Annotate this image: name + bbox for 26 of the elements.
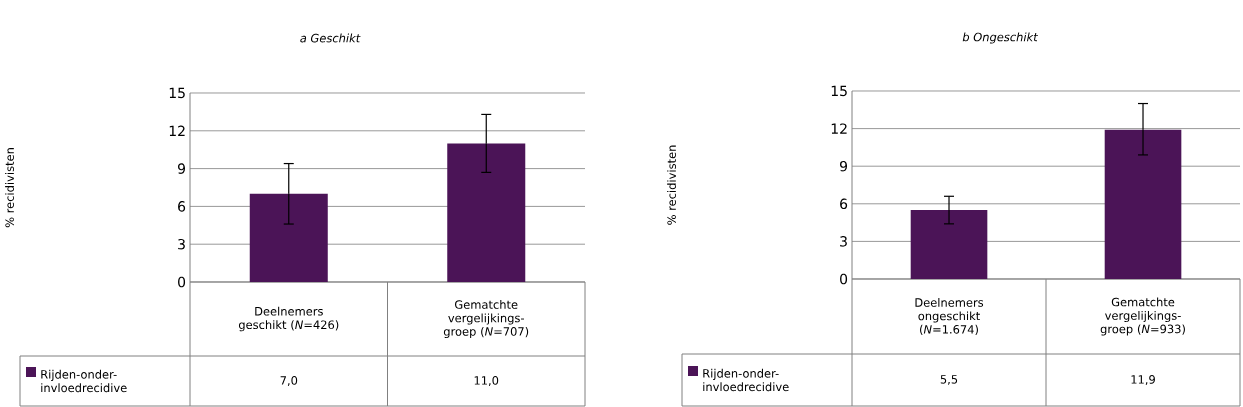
y-tick-label: 15 — [169, 87, 185, 99]
legend-label: Rijden-onder-invloedrecidive — [41, 369, 127, 393]
y-tick-label: 3 — [178, 238, 185, 250]
y-axis-title: % recidivisten — [667, 145, 676, 225]
data-label: 7,0 — [280, 376, 298, 386]
x-tick-label: Gematchte vergelijkings-groep (N=707) — [443, 300, 529, 338]
y-tick-label: 12 — [831, 123, 847, 134]
chart-title: b Ongeschikt — [962, 32, 1039, 44]
y-tick-label: 6 — [840, 198, 848, 210]
x-tick-label: Gematchte vergelijkings-groep (N=933) — [1100, 297, 1185, 336]
x-tick-label: Deelnemers ongeschikt (N=1.674) — [915, 297, 984, 336]
y-tick-label: 12 — [169, 125, 185, 136]
y-tick-label: 0 — [840, 273, 848, 285]
y-tick-label: 15 — [831, 85, 847, 97]
x-tick-label: Deelnemers geschikt (N=426) — [238, 306, 339, 332]
legend-label: Rijden-onder-invloedrecidive — [703, 368, 789, 392]
data-label: 5,5 — [940, 375, 958, 385]
y-tick-label: 9 — [840, 160, 848, 172]
y-axis-title: % recidivisten — [5, 148, 14, 228]
y-tick-label: 3 — [840, 236, 847, 247]
data-label: 11,9 — [1131, 375, 1155, 385]
y-tick-label: 6 — [178, 201, 186, 212]
y-tick-label: 0 — [178, 276, 186, 288]
y-tick-label: 9 — [177, 163, 185, 174]
data-label: 11,0 — [474, 376, 499, 386]
chart-title: a Geschikt — [300, 33, 361, 43]
